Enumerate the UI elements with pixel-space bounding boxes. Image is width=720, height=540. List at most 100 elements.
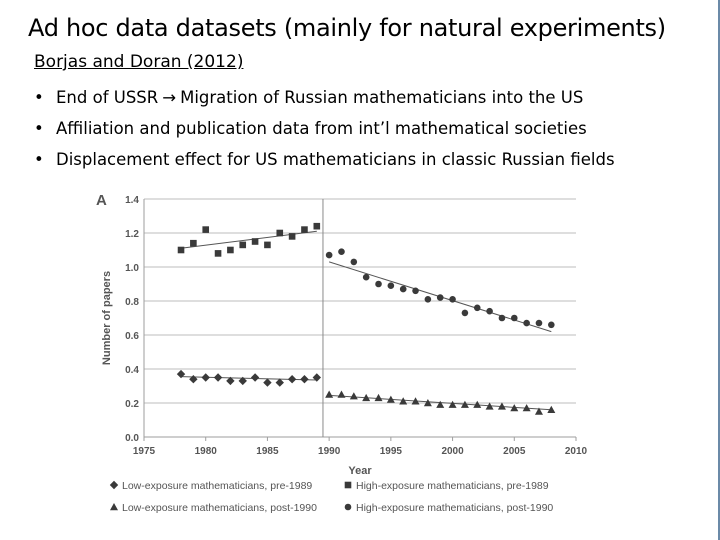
x-tick-label: 1975: [133, 446, 156, 457]
x-tick-label: 2010: [565, 446, 588, 457]
arrow-right-icon: →: [162, 88, 177, 107]
data-point: [189, 375, 198, 384]
y-tick-label: 0.8: [125, 297, 139, 308]
data-point: [251, 238, 259, 245]
data-point: [486, 307, 493, 315]
y-tick-label: 0.6: [125, 331, 139, 342]
data-point: [226, 376, 235, 386]
y-tick-label: 0.0: [125, 433, 139, 444]
bullet-list: • End of USSR → Migration of Russian mathem…: [34, 82, 615, 175]
data-point: [424, 296, 432, 303]
data-point: [510, 404, 519, 412]
data-point: [522, 404, 531, 412]
bullet-item: • Affiliation and publication data from i…: [34, 113, 615, 144]
data-point: [412, 287, 419, 295]
bullet-text-before: End of USSR: [56, 88, 159, 107]
data-point: [275, 378, 284, 387]
data-point: [337, 390, 346, 398]
legend-marker: [109, 480, 119, 490]
legend-label: High-exposure mathematicians, pre-1989: [356, 480, 549, 492]
data-point: [287, 375, 297, 384]
bullet-text: Affiliation and publication data from in…: [56, 119, 587, 138]
data-point: [436, 294, 444, 301]
slide-right-border: [718, 0, 720, 540]
data-point: [547, 405, 556, 413]
y-tick-label: 1.0: [125, 263, 139, 274]
data-point: [250, 373, 260, 382]
citation-subtitle: Borjas and Doran (2012): [34, 52, 244, 72]
y-axis-label: Number of papers: [101, 271, 113, 365]
data-point: [176, 369, 186, 379]
data-point: [473, 304, 481, 312]
bullet-text: Displacement effect for US mathematician…: [56, 150, 615, 169]
y-tick-label: 0.2: [125, 399, 139, 410]
data-point: [399, 285, 407, 293]
data-point: [436, 400, 445, 408]
data-point: [350, 258, 358, 266]
legend-marker: [110, 503, 118, 511]
data-point: [338, 248, 345, 255]
bullet-dot-icon: •: [34, 119, 44, 138]
data-point: [535, 319, 543, 327]
panel-label: A: [96, 192, 107, 209]
data-point: [411, 397, 420, 405]
data-point: [276, 229, 284, 237]
data-point: [325, 390, 334, 398]
data-point: [238, 376, 247, 386]
x-axis-label: Year: [348, 465, 372, 477]
data-point: [227, 246, 234, 254]
data-point: [387, 282, 395, 290]
data-point: [201, 373, 210, 382]
data-point: [510, 314, 518, 322]
data-point: [239, 241, 247, 249]
data-point: [313, 222, 321, 230]
x-tick-label: 1985: [256, 446, 279, 457]
legend-label: Low-exposure mathematicians, post-1990: [122, 502, 317, 514]
data-point: [263, 378, 272, 387]
y-tick-label: 1.2: [125, 229, 139, 240]
data-point: [202, 226, 210, 233]
data-point: [362, 393, 371, 402]
data-point: [448, 400, 457, 408]
data-point: [534, 407, 543, 415]
x-tick-label: 1995: [380, 446, 403, 457]
data-point: [312, 373, 321, 382]
x-tick-label: 2000: [441, 446, 464, 457]
data-point: [214, 250, 222, 257]
data-point: [473, 400, 482, 408]
data-point: [386, 395, 395, 403]
data-point: [497, 402, 506, 410]
bullet-dot-icon: •: [34, 88, 44, 107]
data-point: [190, 239, 197, 247]
data-point: [449, 296, 456, 303]
data-point: [523, 319, 530, 327]
trend-line: [181, 376, 317, 381]
data-point: [325, 251, 333, 259]
y-tick-label: 0.4: [125, 365, 139, 376]
data-point: [485, 402, 494, 410]
bullet-dot-icon: •: [34, 150, 44, 169]
x-tick-label: 1980: [195, 446, 218, 457]
data-point: [460, 400, 469, 408]
data-point: [300, 375, 309, 384]
data-point: [423, 399, 432, 407]
legend-marker: [344, 481, 352, 489]
data-point: [375, 280, 382, 288]
bullet-item: • Displacement effect for US mathematicia…: [34, 144, 615, 175]
data-point: [301, 226, 308, 233]
data-point: [213, 373, 223, 382]
slide-title: Ad hoc data datasets (mainly for natural…: [28, 14, 666, 42]
data-point: [288, 233, 296, 240]
data-point: [177, 246, 185, 254]
legend-label: Low-exposure mathematicians, pre-1989: [122, 480, 312, 492]
legend-label: High-exposure mathematicians, post-1990: [356, 502, 553, 514]
data-point: [399, 397, 408, 405]
data-point: [349, 392, 358, 400]
bullet-text-after: Migration of Russian mathematicians into…: [180, 88, 584, 107]
x-tick-label: 1990: [318, 446, 341, 457]
data-point: [362, 273, 370, 281]
y-tick-label: 1.4: [125, 195, 139, 206]
legend-marker: [344, 503, 352, 511]
data-point: [498, 314, 506, 322]
